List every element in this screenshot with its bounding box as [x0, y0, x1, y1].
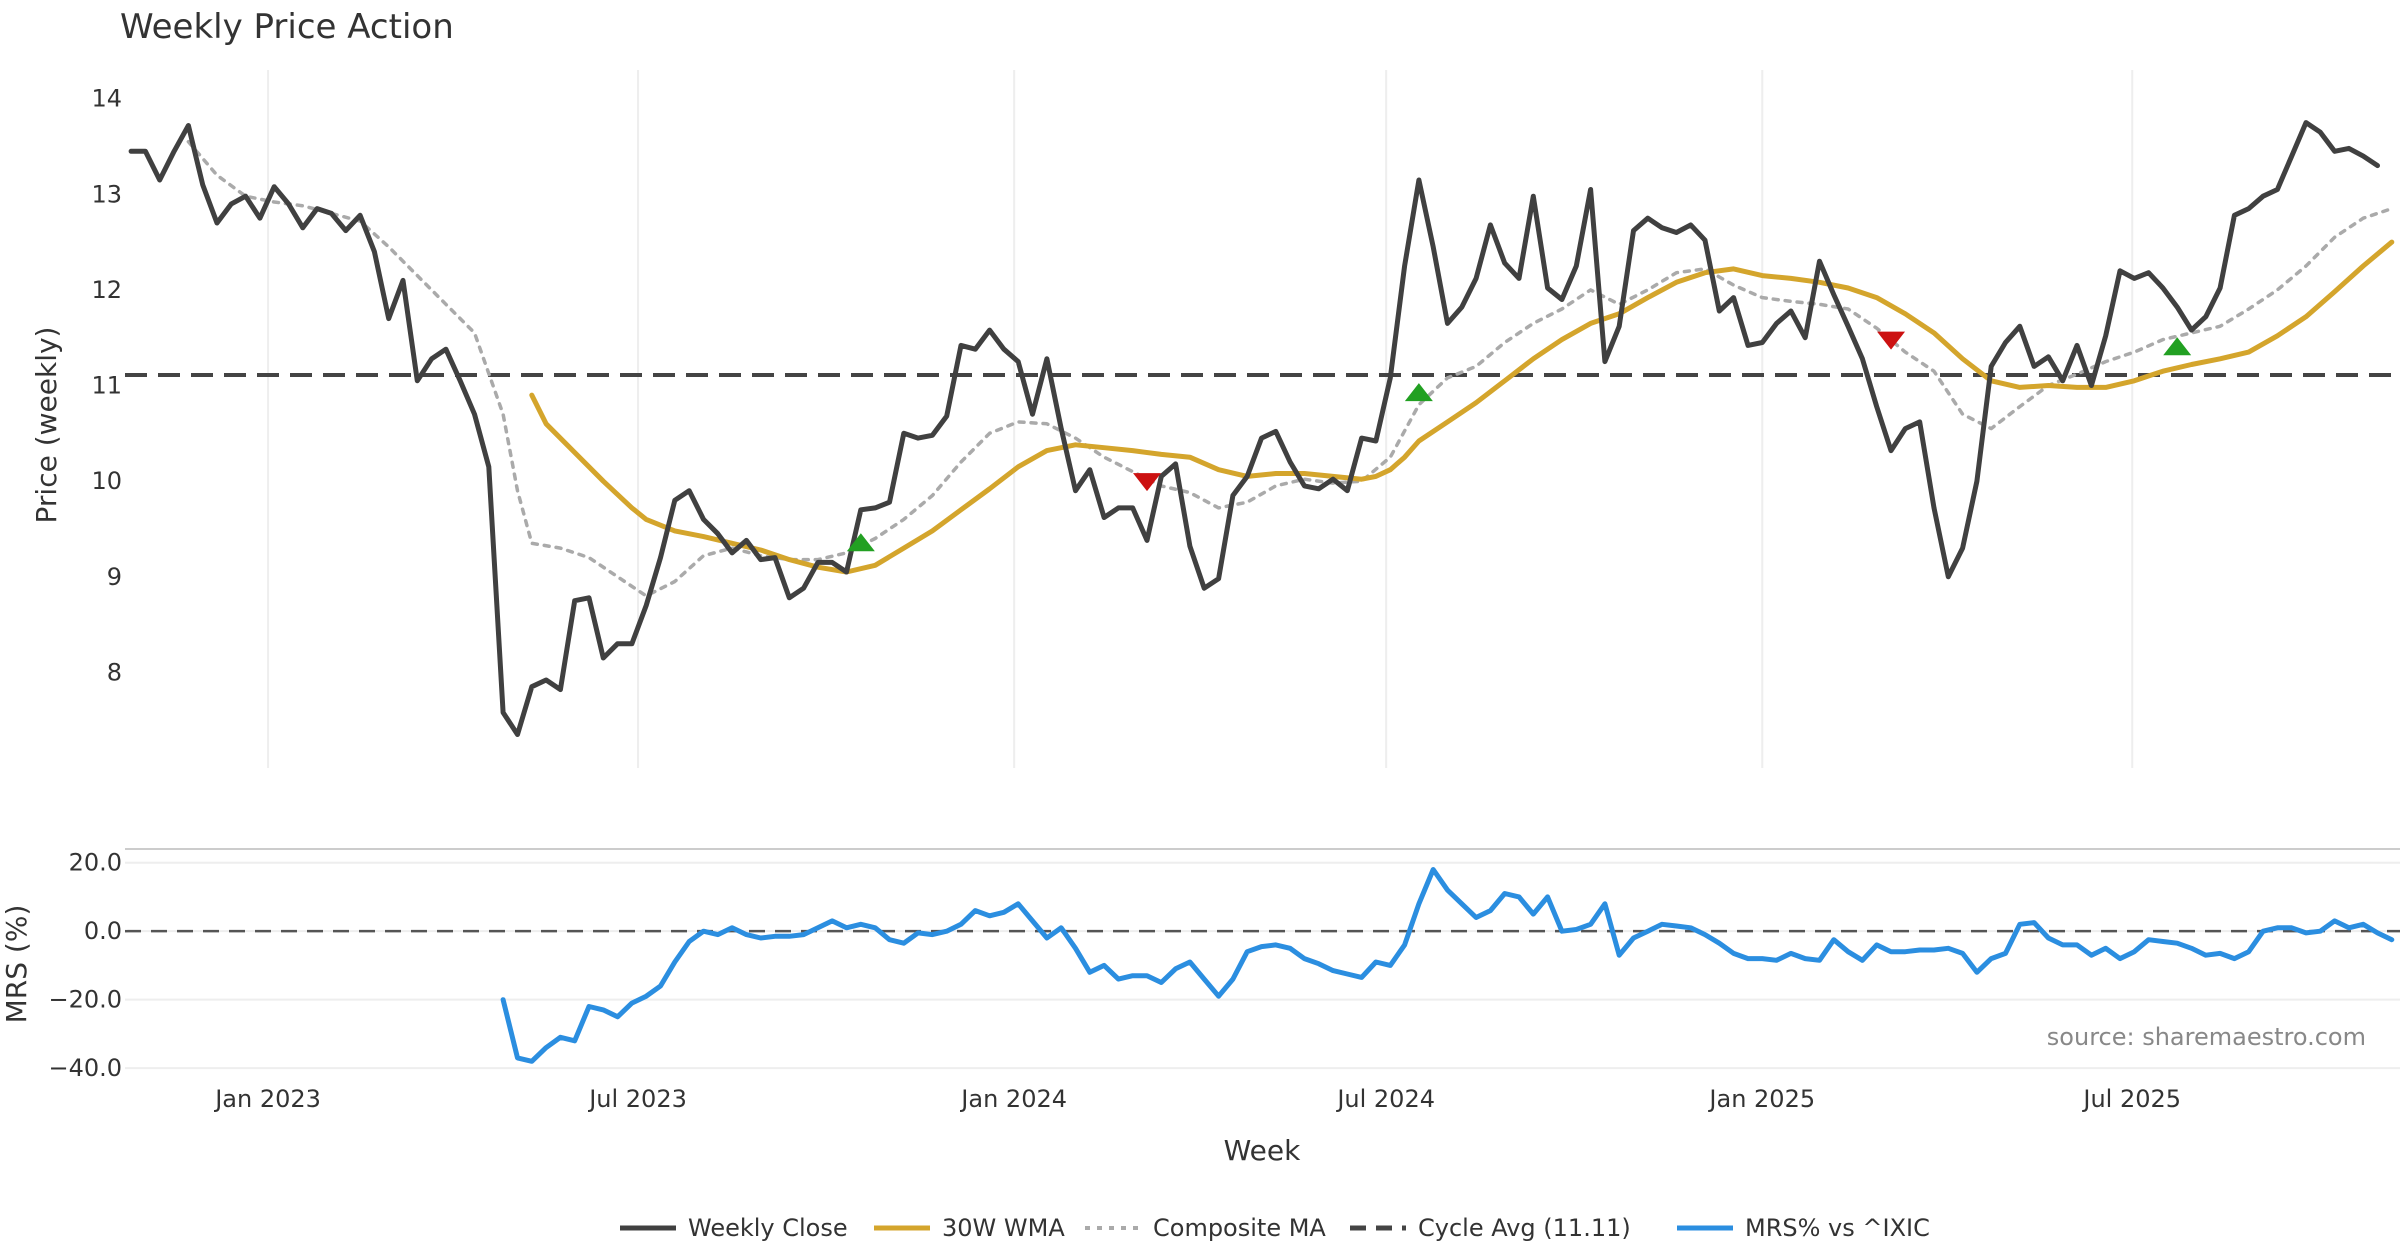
- price-y-tick-label: 9: [107, 563, 122, 591]
- source-note: source: sharemaestro.com: [2047, 1023, 2366, 1051]
- mrs-y-axis-label: MRS (%): [0, 905, 33, 1024]
- price-y-tick-label: 10: [91, 467, 122, 495]
- series-mrs: [500, 867, 2395, 1064]
- x-tick-label: Jan 2023: [213, 1085, 321, 1113]
- x-tick-label: Jan 2025: [1707, 1085, 1815, 1113]
- x-tick-label: Jul 2023: [587, 1085, 687, 1113]
- legend-item-weekly-close: Weekly Close: [620, 1214, 848, 1242]
- mrs-panel-grid: [125, 861, 2400, 1070]
- chart-legend: Weekly Close 30W WMA Composite MA Cycle Avg…: [620, 1214, 1930, 1242]
- price-y-ticks: 8 9 10 11 12 13 14: [91, 85, 122, 687]
- price-y-tick-label: 12: [91, 276, 122, 304]
- price-y-tick-label: 8: [107, 658, 122, 686]
- series-weekly-close: [128, 120, 2380, 737]
- price-y-tick-label: 13: [91, 180, 122, 208]
- x-tick-label: Jul 2025: [2081, 1085, 2181, 1113]
- signal-markers: [846, 331, 2192, 552]
- buy-signal-marker: [2163, 337, 2192, 356]
- sell-signal-marker: [1133, 473, 1162, 492]
- x-tick-label: Jan 2024: [959, 1085, 1067, 1113]
- x-tick-label: Jul 2024: [1335, 1085, 1435, 1113]
- x-ticks: Jan 2023 Jul 2023 Jan 2024 Jul 2024 Jan 2025…: [213, 1085, 2181, 1113]
- legend-item-mrs-vs-ixic: MRS% vs ^IXIC: [1677, 1214, 1930, 1242]
- x-axis-label: Week: [1224, 1134, 1301, 1167]
- price-y-tick-label: 14: [91, 85, 122, 113]
- legend-item-30w-wma: 30W WMA: [874, 1214, 1065, 1242]
- legend-label: Weekly Close: [688, 1214, 848, 1242]
- price-panel-grid: [267, 70, 2134, 768]
- price-y-tick-label: 11: [91, 372, 122, 400]
- buy-signal-marker: [846, 533, 875, 552]
- series-composite-ma: [186, 139, 2394, 598]
- mrs-y-tick-label: 20.0: [69, 849, 122, 877]
- legend-item-composite-ma: Composite MA: [1085, 1214, 1326, 1242]
- mrs-y-tick-label: −40.0: [48, 1054, 122, 1082]
- chart-title: Weekly Price Action: [120, 7, 454, 47]
- legend-label: Cycle Avg (11.11): [1418, 1214, 1631, 1242]
- price-y-axis-label: Price (weekly): [30, 327, 63, 524]
- mrs-y-tick-label: 0.0: [84, 917, 122, 945]
- price-series-group: [125, 120, 2400, 737]
- legend-label: Composite MA: [1153, 1214, 1326, 1242]
- series-30w-wma: [529, 239, 2395, 575]
- legend-label: MRS% vs ^IXIC: [1745, 1214, 1930, 1242]
- mrs-y-ticks: 20.0 0.0 −20.0 −40.0: [48, 849, 122, 1082]
- legend-label: 30W WMA: [942, 1214, 1065, 1242]
- mrs-series-group: [125, 867, 2400, 1064]
- buy-signal-marker: [1404, 383, 1433, 402]
- legend-item-cycle-avg-11-11: Cycle Avg (11.11): [1350, 1214, 1631, 1242]
- sell-signal-marker: [1877, 331, 1906, 350]
- mrs-y-tick-label: −20.0: [48, 986, 122, 1014]
